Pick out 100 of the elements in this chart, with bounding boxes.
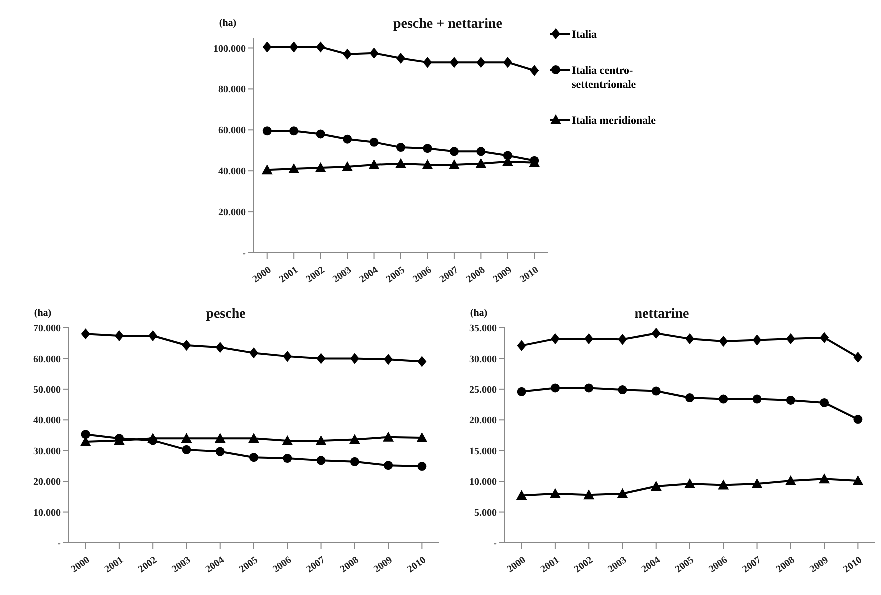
point xyxy=(290,126,299,136)
point xyxy=(650,480,662,491)
x-tick-label: 2003 xyxy=(331,265,354,286)
x-tick-label: 2010 xyxy=(518,265,541,286)
point xyxy=(618,386,628,395)
y-tick-label: 40.000 xyxy=(218,166,246,178)
y-tick-label: - xyxy=(242,248,246,260)
point xyxy=(684,478,696,489)
point xyxy=(418,462,427,472)
point xyxy=(476,57,486,68)
y-axis-title: (ha) xyxy=(219,18,237,29)
y-tick-label: 80.000 xyxy=(218,84,246,96)
x-tick-label: 2006 xyxy=(707,555,730,576)
point xyxy=(290,42,299,53)
point xyxy=(182,445,192,454)
x-tick-label: 2009 xyxy=(492,265,514,286)
y-tick-label: 30.000 xyxy=(470,354,497,366)
point xyxy=(343,134,352,144)
point xyxy=(288,164,300,174)
point xyxy=(383,432,394,442)
point xyxy=(315,162,326,173)
point xyxy=(342,162,354,172)
point xyxy=(476,147,486,156)
x-tick-label: 2008 xyxy=(338,555,362,576)
y-tick-label: 30.000 xyxy=(34,446,61,458)
y-axis-title: (ha) xyxy=(470,308,488,319)
x-tick-label: 2002 xyxy=(304,265,328,286)
point xyxy=(516,490,528,500)
point xyxy=(584,334,594,345)
x-tick-label: 2000 xyxy=(69,555,92,576)
point xyxy=(181,433,192,444)
x-tick-label: 2004 xyxy=(358,265,381,286)
chart-title: nettarine xyxy=(634,307,690,322)
point xyxy=(396,158,406,168)
point xyxy=(503,57,512,68)
point xyxy=(820,332,830,344)
x-tick-label: 2009 xyxy=(372,555,395,576)
y-tick-label: 70.000 xyxy=(34,324,61,335)
point xyxy=(517,387,526,396)
point xyxy=(530,65,540,76)
y-tick-label: 50.000 xyxy=(34,384,61,396)
point xyxy=(216,447,225,456)
point xyxy=(316,42,326,53)
x-tick-label: 2010 xyxy=(406,555,428,576)
point xyxy=(686,334,694,345)
point xyxy=(550,488,561,498)
point xyxy=(418,356,427,368)
x-tick-label: 2010 xyxy=(842,555,864,576)
y-tick-label: 60.000 xyxy=(218,126,246,137)
x-tick-label: 2008 xyxy=(464,265,488,286)
point xyxy=(114,330,124,342)
x-tick-label: 2005 xyxy=(674,555,696,576)
point xyxy=(854,415,863,424)
x-tick-label: 2000 xyxy=(250,265,274,286)
point xyxy=(262,126,272,136)
point xyxy=(81,430,90,440)
point xyxy=(216,342,225,354)
point xyxy=(719,394,728,404)
chart-title: pesche + nettarine xyxy=(393,17,503,32)
y-tick-label: 35.000 xyxy=(470,324,497,335)
x-tick-label: 2002 xyxy=(572,555,596,576)
x-tick-label: 2007 xyxy=(438,265,461,286)
x-tick-label: 2005 xyxy=(384,265,408,286)
point xyxy=(786,334,796,345)
x-tick-label: 2004 xyxy=(204,555,227,576)
point xyxy=(250,348,258,359)
y-tick-label: 20.000 xyxy=(34,477,61,488)
point xyxy=(368,159,380,170)
y-tick-label: - xyxy=(58,538,61,550)
x-tick-label: 2001 xyxy=(539,555,562,576)
point xyxy=(819,474,830,484)
point xyxy=(148,433,159,444)
legend-label: Italia meridionale xyxy=(572,114,658,128)
y-tick-label: 10.000 xyxy=(470,477,497,488)
y-tick-label: 100.000 xyxy=(214,44,246,55)
point xyxy=(854,352,863,363)
point xyxy=(550,384,560,393)
point xyxy=(283,454,292,464)
point xyxy=(396,143,406,152)
point xyxy=(384,354,394,366)
point xyxy=(343,48,352,60)
point xyxy=(450,57,459,68)
point xyxy=(370,138,379,147)
y-tick-label: 40.000 xyxy=(34,416,61,427)
y-tick-label: 5.000 xyxy=(474,508,497,519)
x-tick-label: 2009 xyxy=(808,555,831,576)
chart-title: pesche xyxy=(206,307,246,322)
x-tick-label: 2004 xyxy=(640,555,663,576)
point xyxy=(316,353,326,364)
y-axis-title: (ha) xyxy=(34,308,52,319)
point xyxy=(422,159,434,170)
point xyxy=(316,130,326,139)
point xyxy=(350,353,360,364)
point xyxy=(396,52,406,64)
point xyxy=(652,386,661,396)
point xyxy=(262,42,272,53)
point xyxy=(250,453,258,462)
point xyxy=(448,159,460,170)
point xyxy=(349,434,360,444)
y-tick-label: 20.000 xyxy=(218,208,246,219)
